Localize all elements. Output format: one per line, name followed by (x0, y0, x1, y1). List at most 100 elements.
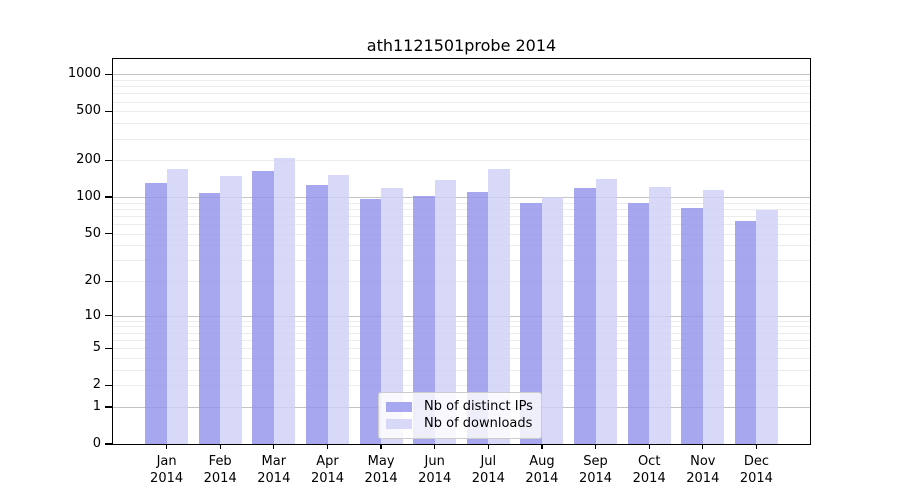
y-tick (105, 443, 113, 445)
bar-downloads-jul (488, 168, 510, 444)
bar-downloads-feb (220, 175, 242, 444)
gridline-minor (113, 357, 810, 359)
x-tick (434, 444, 436, 449)
bar-distinct-ips-apr (306, 184, 328, 444)
y-tick-label: 0 (92, 436, 101, 451)
bar-downloads-mar (273, 157, 296, 444)
bar-distinct-ips-aug (520, 203, 542, 444)
x-tick (702, 444, 704, 449)
x-tick-label-mar: Mar 2014 (257, 454, 291, 486)
gridline-major (113, 315, 810, 317)
x-tick-label-sep: Sep 2014 (578, 454, 613, 486)
x-tick (648, 444, 650, 449)
y-tick (105, 347, 113, 349)
y-tick (105, 159, 113, 161)
y-tick (105, 280, 113, 282)
x-tick-label-feb: Feb 2014 (203, 454, 237, 486)
gridline-minor (113, 208, 810, 210)
legend-label: Nb of downloads (424, 416, 533, 431)
gridline-minor (113, 86, 810, 88)
x-tick-label-aug: Aug 2014 (525, 454, 559, 486)
x-tick (166, 444, 168, 449)
gridline-minor (113, 332, 810, 334)
gridline-minor (113, 138, 810, 140)
legend-item-downloads: Nb of downloads (386, 416, 535, 432)
bar-downloads-sep (595, 178, 617, 444)
y-tick (105, 196, 113, 198)
gridline-minor (113, 93, 810, 95)
gridline-minor (113, 123, 810, 125)
bar-distinct-ips-feb (198, 193, 221, 444)
x-tick (219, 444, 221, 449)
y-tick-label: 200 (76, 152, 101, 168)
gridline-minor (113, 111, 810, 113)
gridline-major (113, 74, 810, 76)
gridline-minor (113, 326, 810, 328)
gridline-minor (113, 245, 810, 247)
y-tick-label: 50 (84, 225, 101, 241)
x-tick (326, 444, 329, 449)
gridline-major (113, 197, 810, 199)
x-tick (755, 444, 757, 449)
bar-distinct-ips-jul (466, 191, 489, 444)
x-tick-label-oct: Oct 2014 (632, 454, 666, 486)
y-tick-label: 5 (92, 340, 101, 356)
y-tick (105, 384, 113, 386)
x-tick-label-jun: Jun 2014 (418, 454, 452, 486)
y-tick (105, 110, 113, 112)
y-tick-label: 500 (76, 103, 101, 119)
x-tick (380, 444, 382, 449)
bar-distinct-ips-oct (627, 202, 650, 444)
gridline-minor (113, 320, 810, 322)
x-tick-label-dec: Dec 2014 (739, 454, 773, 486)
gridline-minor (113, 80, 810, 81)
gridline-minor (113, 281, 810, 283)
bar-downloads-jun (434, 180, 457, 444)
bar-distinct-ips-jun (413, 195, 435, 444)
legend: Nb of distinct IPs Nb of downloads (378, 392, 542, 439)
gridline-minor (113, 202, 810, 204)
gridline-minor (113, 348, 810, 350)
x-tick-label-jan: Jan 2014 (150, 454, 184, 486)
x-tick (594, 444, 597, 449)
plot-area: 1000 500 200 100 50 20 10 5 2 1 0 Jan 2014 Feb 2014 Mar… (68, 58, 811, 486)
x-tick-label-apr: Apr 2014 (310, 454, 345, 486)
x-tick (273, 444, 275, 449)
gridline-minor (113, 339, 810, 341)
bar-downloads-aug (541, 197, 564, 444)
gridline-minor (113, 160, 810, 162)
bar-distinct-ips-dec (734, 220, 757, 444)
y-tick (105, 406, 113, 408)
y-tick-label: 2 (92, 377, 101, 393)
gridline-minor (113, 224, 810, 225)
gridline-minor (113, 101, 810, 103)
bar-distinct-ips-sep (574, 188, 596, 444)
bar-downloads-oct (649, 187, 671, 444)
bar-downloads-apr (327, 174, 349, 444)
bar-distinct-ips-nov (681, 208, 703, 444)
y-tick-label: 20 (84, 273, 101, 289)
chart-title: ath1121501probe 2014 (366, 36, 557, 55)
bar-distinct-ips-may (359, 198, 382, 444)
legend-swatch-downloads (386, 419, 412, 429)
y-tick-label: 1 (92, 398, 101, 414)
y-tick-label: 10 (84, 307, 101, 323)
gridline-minor (113, 233, 810, 235)
x-tick (541, 444, 543, 449)
gridline-minor (113, 385, 810, 387)
gridline-minor (113, 215, 810, 217)
bar-downloads-nov (702, 189, 725, 444)
x-tick-label-may: May 2014 (364, 454, 398, 486)
x-tick-label-nov: Nov 2014 (686, 454, 720, 486)
gridline-minor (113, 260, 810, 262)
y-tick-label: 1000 (67, 66, 101, 82)
x-tick-label-jul: Jul 2014 (471, 454, 505, 486)
bar-downloads-jan (166, 168, 189, 444)
y-tick (105, 315, 113, 317)
bar-downloads-may (381, 188, 403, 444)
legend-label: Nb of distinct IPs (424, 399, 533, 414)
legend-item-distinct-ips: Nb of distinct IPs (386, 399, 535, 415)
gridline-minor (113, 369, 810, 371)
bar-distinct-ips-mar (252, 170, 274, 444)
